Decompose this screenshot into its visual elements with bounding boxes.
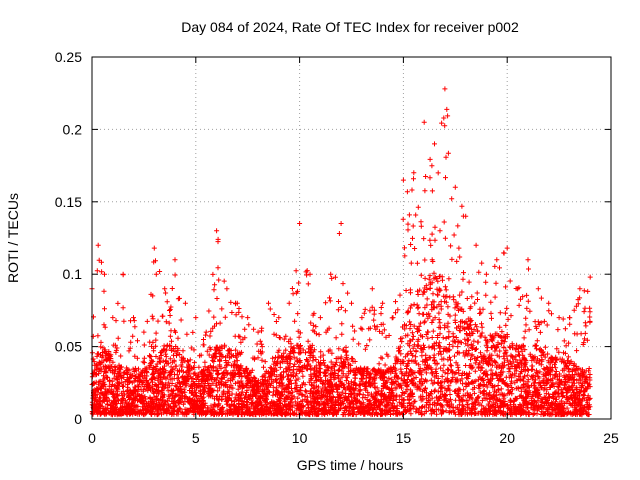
chart-title: Day 084 of 2024, Rate Of TEC Index for r… [181, 19, 519, 35]
y-tick-label: 0.15 [55, 194, 82, 210]
x-tick-label: 20 [499, 430, 515, 446]
y-tick-label: 0.05 [55, 339, 82, 355]
y-tick-label: 0.1 [63, 266, 83, 282]
x-axis-title: GPS time / hours [297, 457, 404, 473]
data-points [89, 86, 593, 418]
grid [92, 57, 611, 419]
y-axis-title: ROTI / TECUs [5, 193, 21, 283]
x-tick-label: 10 [292, 430, 308, 446]
y-tick-label: 0.25 [55, 49, 82, 65]
y-tick-label: 0 [74, 411, 82, 427]
plot-border [91, 56, 612, 420]
axes [91, 56, 612, 420]
labels: Day 084 of 2024, Rate Of TEC Index for r… [5, 19, 519, 473]
x-tick-label: 15 [396, 430, 412, 446]
x-tick-label: 0 [88, 430, 96, 446]
y-tick-label: 0.2 [63, 121, 83, 137]
ticks: 0 5 10 15 20 25 0 0.05 0.1 0.15 0.2 0.25 [55, 49, 619, 446]
roti-series-points [89, 86, 593, 418]
x-tick-label: 25 [603, 430, 619, 446]
x-tick-label: 5 [192, 430, 200, 446]
